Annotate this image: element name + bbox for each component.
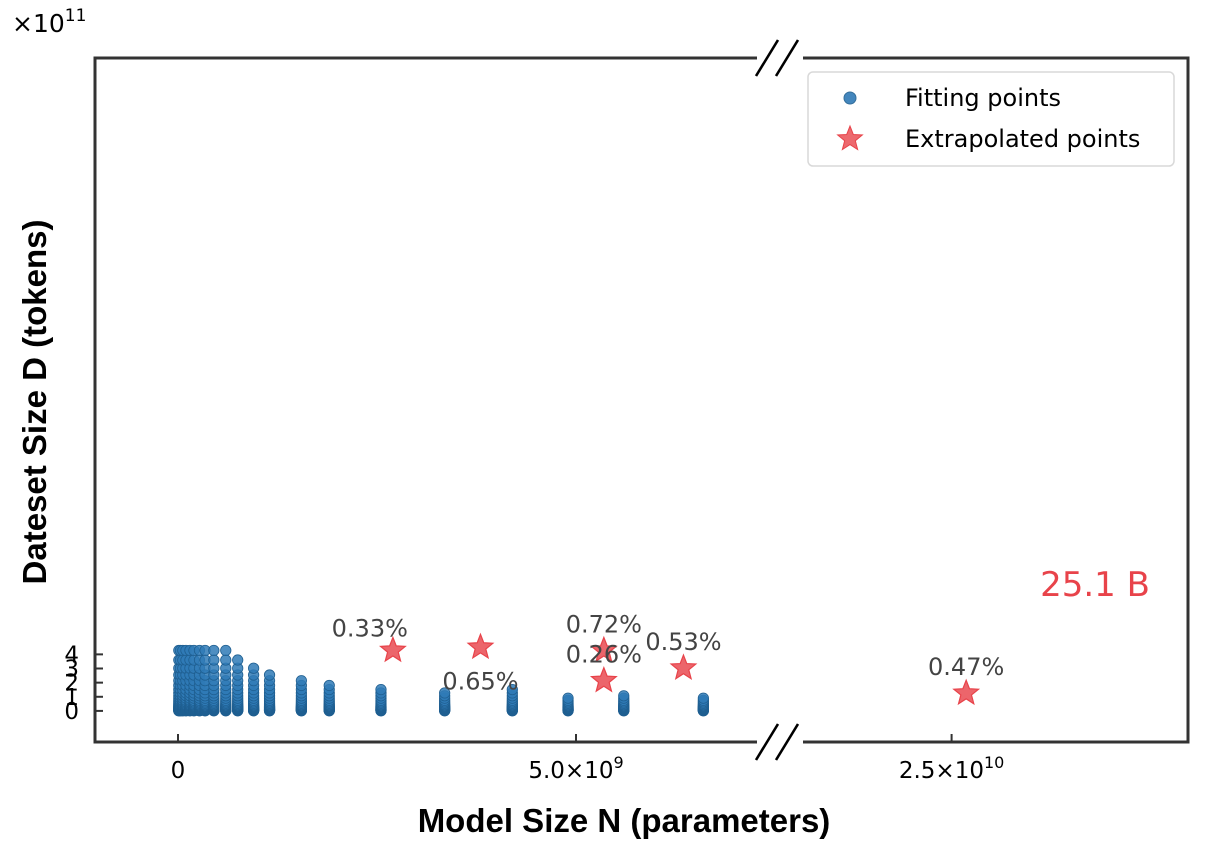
- extrapolated-point: [378, 635, 407, 663]
- highlight-annotation: 25.1 B: [1040, 565, 1150, 605]
- fitting-points: [173, 644, 709, 717]
- y-multiplier: ×1011: [12, 6, 86, 38]
- legend-box: [807, 71, 1175, 167]
- extrapolated-point-labels: 0.33% 0.65% 0.72%0.53%0.26% 0.47%: [332, 610, 1005, 695]
- y-axis-label: Dateset Size D (tokens): [16, 220, 53, 585]
- legend: Fitting points Extrapolated points: [807, 71, 1175, 167]
- fitting-point: [248, 662, 260, 674]
- extrapolated-point: [952, 678, 981, 706]
- extrapolated-point-label: 0.26%: [566, 641, 642, 669]
- fitting-point: [323, 679, 335, 692]
- extrapolated-point: [589, 666, 618, 693]
- extrapolated-point-label: 0.72%: [566, 610, 642, 638]
- legend-marker-fitting: [843, 91, 857, 105]
- extrapolated-point-label: 0.65%: [442, 667, 518, 695]
- extrapolated-point-label: 0.53%: [645, 628, 721, 656]
- fitting-point: [697, 692, 709, 704]
- fitting-point: [506, 683, 518, 696]
- extrapolated-points: [378, 632, 981, 706]
- extrapolated-point-label: 0.33%: [332, 614, 408, 642]
- fitting-point: [220, 644, 232, 657]
- fitting-point: [208, 644, 220, 657]
- x-tick-label: 0: [171, 758, 186, 784]
- legend-label-fitting: Fitting points: [905, 84, 1061, 112]
- fitting-point: [208, 654, 220, 666]
- fitting-point: [220, 654, 232, 666]
- fitting-point: [562, 692, 574, 704]
- y-tick-label: 0: [64, 699, 79, 725]
- y-tick-label: 4: [64, 642, 79, 668]
- x-tick-label: 5.0×109: [528, 753, 623, 784]
- fitting-point: [263, 669, 276, 681]
- fitting-point: [439, 687, 451, 699]
- x-axis-label: Model Size N (parameters): [418, 802, 831, 839]
- fitting-point: [295, 675, 307, 687]
- fitting-point: [375, 683, 387, 696]
- extrapolated-point: [466, 632, 495, 660]
- y-tick-label: 3: [64, 657, 79, 683]
- x-tick-label: 2.5×1010: [899, 753, 1004, 784]
- extrapolated-point: [589, 635, 618, 663]
- extrapolated-point-label: 0.47%: [928, 653, 1004, 681]
- extrapolated-point: [669, 653, 698, 680]
- axis-break-marks: [754, 39, 800, 761]
- plot-frame: [93, 56, 1190, 744]
- fitting-point: [618, 690, 630, 702]
- legend-label-extrapolated: Extrapolated points: [905, 125, 1140, 153]
- fitting-point: [232, 654, 244, 666]
- legend-marker-extrapolated: [836, 124, 864, 151]
- y-tick-label: 1: [64, 685, 79, 711]
- y-tick-label: 2: [64, 671, 79, 697]
